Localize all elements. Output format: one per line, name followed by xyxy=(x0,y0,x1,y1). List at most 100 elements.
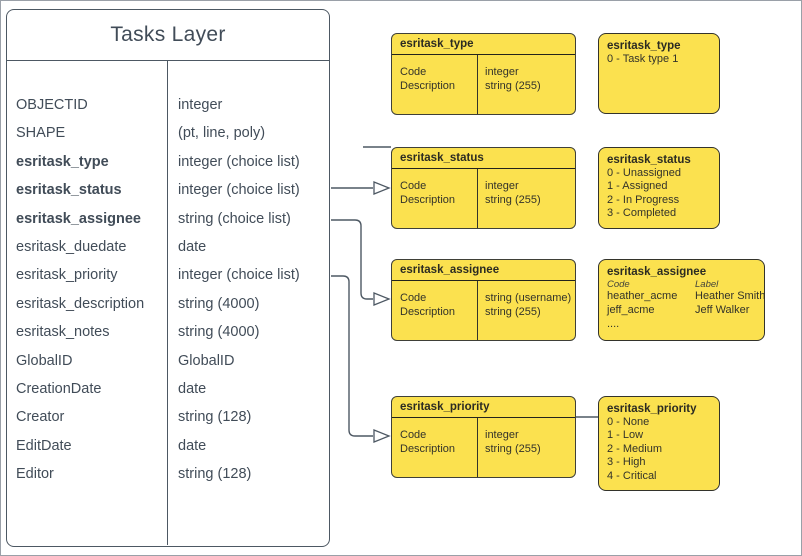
field-type: string (128) xyxy=(178,466,252,483)
detail-field-name: Description xyxy=(400,442,456,455)
detail-field-name: Description xyxy=(400,305,456,318)
assignee-col-label: Label xyxy=(695,279,719,290)
detail-field-type: integer xyxy=(485,429,519,441)
field-name: Creator xyxy=(16,409,65,426)
choice-box-esritask-assignee: esritask_assignee Code Label heather_acm… xyxy=(598,259,765,341)
choice-item: 0 - None xyxy=(607,416,650,428)
choice-item: 3 - High xyxy=(607,456,646,469)
field-row-esritask-status: esritask_status integer (choice list) xyxy=(7,176,329,204)
field-name: esritask_status xyxy=(16,182,122,199)
arrowhead-status-icon xyxy=(373,181,391,195)
detail-field-name: Code xyxy=(400,180,427,192)
field-row-esritask-notes: esritask_notes string (4000) xyxy=(7,318,329,346)
detail-field-name: Description xyxy=(400,193,456,206)
field-row-objectid: OBJECTID integer xyxy=(7,91,329,119)
field-name: Editor xyxy=(16,466,54,483)
choice-box-esritask-priority: esritask_priority 0 - None 1 - Low 2 - M… xyxy=(598,396,720,491)
field-row-editdate: EditDate date xyxy=(7,432,329,460)
choice-item: 2 - In Progress xyxy=(607,193,680,206)
field-row-esritask-type: esritask_type integer (choice list) xyxy=(7,148,329,176)
field-row-creationdate: CreationDate date xyxy=(7,375,329,403)
field-name: OBJECTID xyxy=(16,97,88,113)
assignee-code: heather_acme xyxy=(607,290,678,302)
field-type: integer xyxy=(178,97,223,113)
field-row-globalid: GlobalID GlobalID xyxy=(7,347,329,375)
field-type: GlobalID xyxy=(178,352,235,369)
choice-item: 0 - Task type 1 xyxy=(607,53,679,65)
field-type: string (128) xyxy=(178,409,252,426)
tasks-layer-title: Tasks Layer xyxy=(7,10,329,61)
detail-field-name: Code xyxy=(400,66,427,78)
detail-box-title: esritask_assignee xyxy=(392,260,575,281)
choice-item: 3 - Completed xyxy=(607,207,677,220)
column-divider xyxy=(477,281,478,340)
choice-item: 1 - Assigned xyxy=(607,180,668,193)
field-name: esritask_description xyxy=(16,295,145,312)
field-name: CreationDate xyxy=(16,381,102,398)
field-type: integer (choice list) xyxy=(178,153,300,170)
field-row-esritask-assignee: esritask_assignee string (choice list) xyxy=(7,205,329,233)
assignee-label: Jeff Walker xyxy=(695,303,750,316)
choice-box-esritask-status: esritask_status 0 - Unassigned 1 - Assig… xyxy=(598,147,720,229)
connector-assignee xyxy=(331,219,373,300)
field-name: esritask_priority xyxy=(16,267,118,284)
field-name: esritask_assignee xyxy=(16,210,141,227)
choice-box-title: esritask_status xyxy=(607,154,691,166)
detail-field-type: string (255) xyxy=(485,305,541,318)
field-name: esritask_duedate xyxy=(16,239,127,256)
detail-field-type: string (255) xyxy=(485,193,541,206)
detail-field-type: integer xyxy=(485,66,519,78)
tasks-layer-field-list: OBJECTID integer SHAPE (pt, line, poly) es… xyxy=(7,61,329,545)
column-divider xyxy=(167,61,168,545)
assignee-table: Code Label heather_acme Heather Smith je… xyxy=(607,279,765,318)
detail-field-type: integer xyxy=(485,180,519,192)
field-name: EditDate xyxy=(16,437,72,454)
detail-box-body: Code Description integer string (255) xyxy=(392,418,575,477)
detail-box-esritask-status: esritask_status Code Description integer… xyxy=(391,147,576,229)
field-type: date xyxy=(178,239,207,256)
tasks-layer-table: Tasks Layer OBJECTID integer SHAPE (pt, li… xyxy=(6,9,330,547)
column-divider xyxy=(477,169,478,228)
choice-item: 0 - Unassigned xyxy=(607,167,681,179)
detail-field-type: string (255) xyxy=(485,79,541,92)
detail-box-title: esritask_priority xyxy=(392,397,575,418)
assignee-col-code: Code xyxy=(607,279,630,290)
field-type: string (4000) xyxy=(178,324,260,341)
field-name: esritask_notes xyxy=(16,324,110,341)
detail-box-body: Code Description integer string (255) xyxy=(392,55,575,114)
assignee-label: Heather Smith xyxy=(695,290,766,302)
field-type: date xyxy=(178,437,207,454)
detail-field-name: Code xyxy=(400,292,427,304)
field-row-shape: SHAPE (pt, line, poly) xyxy=(7,119,329,147)
field-name: GlobalID xyxy=(16,352,73,369)
detail-field-type: string (255) xyxy=(485,442,541,455)
assignee-ellipsis: .... xyxy=(607,317,620,330)
choice-item: 4 - Critical xyxy=(607,469,657,482)
detail-field-name: Description xyxy=(400,79,456,92)
field-name: SHAPE xyxy=(16,125,66,142)
detail-box-esritask-type: esritask_type Code Description integer s… xyxy=(391,33,576,115)
connector-priority xyxy=(331,275,373,437)
detail-box-body: Code Description integer string (255) xyxy=(392,169,575,228)
detail-field-name: Code xyxy=(400,429,427,441)
assignee-code: jeff_acme xyxy=(607,303,655,316)
field-name: esritask_type xyxy=(16,153,109,170)
choice-box-title: esritask_assignee xyxy=(607,266,707,278)
field-row-editor: Editor string (128) xyxy=(7,460,329,488)
field-row-esritask-duedate: esritask_duedate date xyxy=(7,233,329,261)
field-row-creator: Creator string (128) xyxy=(7,403,329,431)
choice-box-esritask-type: esritask_type 0 - Task type 1 xyxy=(598,33,720,114)
field-row-esritask-description: esritask_description string (4000) xyxy=(7,290,329,318)
detail-box-title: esritask_type xyxy=(392,34,575,55)
detail-box-body: Code Description string (username) strin… xyxy=(392,281,575,340)
arrowhead-assignee-icon xyxy=(373,292,391,306)
field-type: string (4000) xyxy=(178,295,260,312)
field-type: integer (choice list) xyxy=(178,182,300,199)
detail-box-esritask-assignee: esritask_assignee Code Description strin… xyxy=(391,259,576,341)
arrowhead-priority-icon xyxy=(373,429,391,443)
field-row-esritask-priority: esritask_priority integer (choice list) xyxy=(7,261,329,289)
choice-item: 2 - Medium xyxy=(607,442,663,455)
choice-item: 1 - Low xyxy=(607,429,644,442)
detail-box-esritask-priority: esritask_priority Code Description integ… xyxy=(391,396,576,478)
